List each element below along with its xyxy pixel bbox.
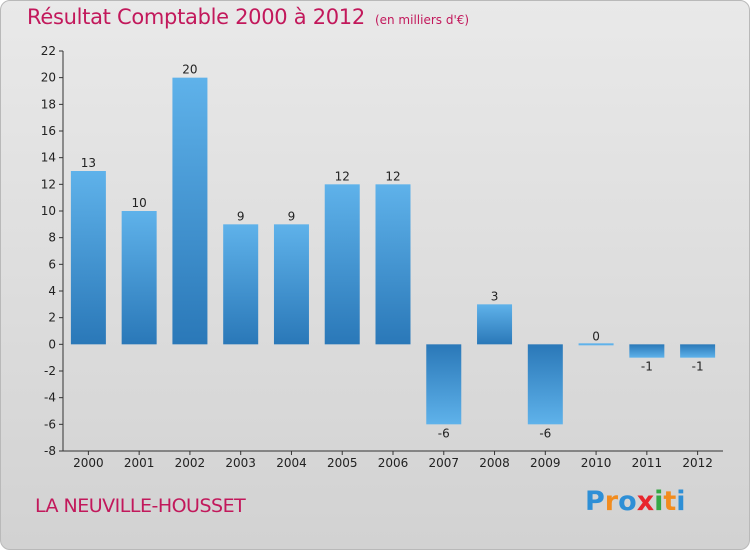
data-label: -6 bbox=[438, 426, 450, 440]
data-label: 12 bbox=[335, 169, 350, 183]
y-tick-label: 8 bbox=[48, 231, 56, 245]
data-label: 3 bbox=[491, 289, 499, 303]
logo-letter: i bbox=[654, 486, 664, 517]
x-tick-label: 2007 bbox=[428, 456, 459, 470]
logo-letter: t bbox=[663, 486, 677, 517]
x-tick-label: 2000 bbox=[73, 456, 104, 470]
y-tick-label: 20 bbox=[41, 71, 56, 85]
chart-title: Résultat Comptable 2000 à 2012 bbox=[27, 5, 365, 29]
y-tick-label: 18 bbox=[41, 97, 56, 111]
proxiti-logo[interactable]: Proxiti bbox=[585, 486, 686, 517]
x-tick-label: 2010 bbox=[581, 456, 612, 470]
bar bbox=[426, 344, 462, 425]
x-tick-label: 2011 bbox=[632, 456, 663, 470]
bar bbox=[578, 343, 614, 346]
y-tick-label: 0 bbox=[48, 337, 56, 351]
data-label: 12 bbox=[385, 169, 400, 183]
y-tick-label: 14 bbox=[41, 151, 56, 165]
bar bbox=[527, 344, 563, 425]
bar bbox=[477, 304, 513, 345]
logo-letter: x bbox=[636, 486, 655, 517]
commune-name: LA NEUVILLE-HOUSSET bbox=[35, 495, 246, 517]
bar bbox=[680, 344, 716, 358]
logo-letter: r bbox=[604, 486, 619, 517]
y-tick-label: 22 bbox=[41, 44, 56, 58]
y-tick-label: 12 bbox=[41, 177, 56, 191]
bar bbox=[273, 224, 309, 345]
x-tick-label: 2001 bbox=[124, 456, 155, 470]
y-tick-label: 10 bbox=[41, 204, 56, 218]
y-tick-label: 6 bbox=[48, 257, 56, 271]
y-tick-label: 2 bbox=[48, 311, 56, 325]
y-tick-label: -8 bbox=[44, 444, 56, 458]
bar bbox=[70, 171, 106, 345]
y-tick-label: -2 bbox=[44, 364, 56, 378]
data-label: 0 bbox=[592, 329, 600, 343]
logo-letter: P bbox=[585, 486, 605, 517]
x-tick-label: 2008 bbox=[479, 456, 510, 470]
y-tick-label: -6 bbox=[44, 417, 56, 431]
data-label: 9 bbox=[288, 209, 296, 223]
data-label: -1 bbox=[692, 360, 704, 374]
x-tick-label: 2012 bbox=[682, 456, 713, 470]
logo-letter: o bbox=[618, 486, 637, 517]
chart-subtitle: (en milliers d'€) bbox=[374, 13, 470, 27]
x-tick-label: 2004 bbox=[276, 456, 307, 470]
bar bbox=[121, 211, 157, 345]
data-label: 20 bbox=[182, 63, 197, 77]
data-label: -6 bbox=[539, 426, 551, 440]
chart-title-block: Résultat Comptable 2000 à 2012 (en millie… bbox=[27, 5, 469, 29]
y-tick-label: 4 bbox=[48, 284, 56, 298]
x-tick-label: 2003 bbox=[225, 456, 256, 470]
bar bbox=[375, 184, 411, 345]
x-tick-label: 2006 bbox=[378, 456, 409, 470]
data-label: 10 bbox=[132, 196, 147, 210]
bar bbox=[324, 184, 360, 345]
data-label: 9 bbox=[237, 209, 245, 223]
bar bbox=[223, 224, 259, 345]
bar bbox=[172, 77, 208, 345]
x-tick-label: 2002 bbox=[175, 456, 206, 470]
x-tick-label: 2005 bbox=[327, 456, 358, 470]
x-tick-label: 2009 bbox=[530, 456, 561, 470]
y-tick-label: 16 bbox=[41, 124, 56, 138]
data-label: 13 bbox=[81, 156, 96, 170]
y-tick-label: -4 bbox=[44, 391, 56, 405]
logo-letter: i bbox=[676, 486, 686, 517]
bar bbox=[629, 344, 665, 358]
data-label: -1 bbox=[641, 360, 653, 374]
